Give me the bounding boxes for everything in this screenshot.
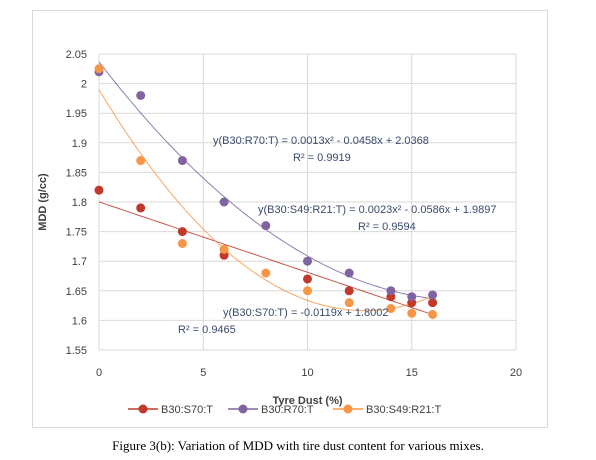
data-point <box>177 238 187 248</box>
chart-area: 1.55 1.6 1.65 1.7 1.75 1.8 1.85 1.9 1.95 2 2.05 0 5 1… <box>32 10 548 428</box>
y-tick-label: 1.8 <box>72 197 87 209</box>
data-point <box>94 64 104 74</box>
trendline-1 <box>98 61 433 300</box>
data-point <box>177 156 187 166</box>
trendline-equation: y(B30:R70:T) = 0.0013x² - 0.0458x + 2.03… <box>213 135 429 147</box>
data-point <box>407 308 417 318</box>
y-tick-label: 1.85 <box>66 167 87 179</box>
data-point <box>303 274 312 284</box>
data-point <box>219 244 229 254</box>
y-tick-label: 1.9 <box>72 138 87 150</box>
y-tick-label: 1.95 <box>66 108 87 120</box>
legend-label: B30:R70:T <box>261 404 314 416</box>
y-tick-label: 1.75 <box>66 227 87 239</box>
data-point <box>136 203 146 213</box>
data-point <box>94 185 104 195</box>
data-point <box>136 156 146 166</box>
data-point <box>344 298 354 308</box>
trendline-equation: y(B30:S70:T) = -0.0119x + 1.8002 <box>223 307 389 319</box>
figure-caption: Figure 3(b): Variation of MDD with tire … <box>112 438 484 453</box>
y-tick-label: 1.65 <box>66 286 87 298</box>
x-tick-label: 5 <box>200 367 206 379</box>
trendline-r2: R² = 0.9465 <box>178 324 236 336</box>
trendline-equation: y(B30:S49:R21:T) = 0.0023x² - 0.0586x + … <box>258 204 496 216</box>
data-point <box>428 298 438 308</box>
legend-label: B30:S49:R21:T <box>366 404 441 416</box>
legend-marker <box>138 404 148 414</box>
y-axis-title: MDD (g/cc) <box>37 173 49 231</box>
data-point <box>261 268 271 278</box>
x-tick-label: 0 <box>96 367 102 379</box>
data-point <box>344 268 354 278</box>
mdd-chart: 1.55 1.6 1.65 1.7 1.75 1.8 1.85 1.9 1.95 2 2.05 0 5 1… <box>37 49 522 416</box>
data-point <box>428 309 438 319</box>
y-tick-label: 1.55 <box>66 345 87 357</box>
x-tick-label: 20 <box>510 367 522 379</box>
x-tick-label: 10 <box>301 367 313 379</box>
y-tick-label: 2 <box>81 79 87 91</box>
data-point <box>136 90 146 100</box>
data-point <box>303 286 312 296</box>
y-tick-label: 1.7 <box>72 256 87 268</box>
y-tick-label: 1.6 <box>72 315 87 327</box>
y-tick-label: 2.05 <box>66 49 87 61</box>
data-point <box>386 286 396 296</box>
data-point <box>219 197 229 207</box>
data-point <box>261 221 271 231</box>
data-point <box>386 304 396 314</box>
legend-marker <box>238 404 248 414</box>
trendline-r2: R² = 0.9594 <box>358 221 416 233</box>
legend-label: B30:S70:T <box>161 404 213 416</box>
data-point <box>344 286 354 296</box>
trendline-r2: R² = 0.9919 <box>293 152 351 164</box>
data-point <box>303 256 312 266</box>
data-point <box>428 290 438 300</box>
trendline-0 <box>98 201 433 316</box>
data-point <box>177 227 187 237</box>
x-tick-label: 15 <box>406 367 418 379</box>
data-point <box>407 292 417 302</box>
trendline-2 <box>98 89 433 312</box>
x-axis-title: Tyre Dust (%) <box>272 395 342 407</box>
legend-marker <box>343 404 353 414</box>
